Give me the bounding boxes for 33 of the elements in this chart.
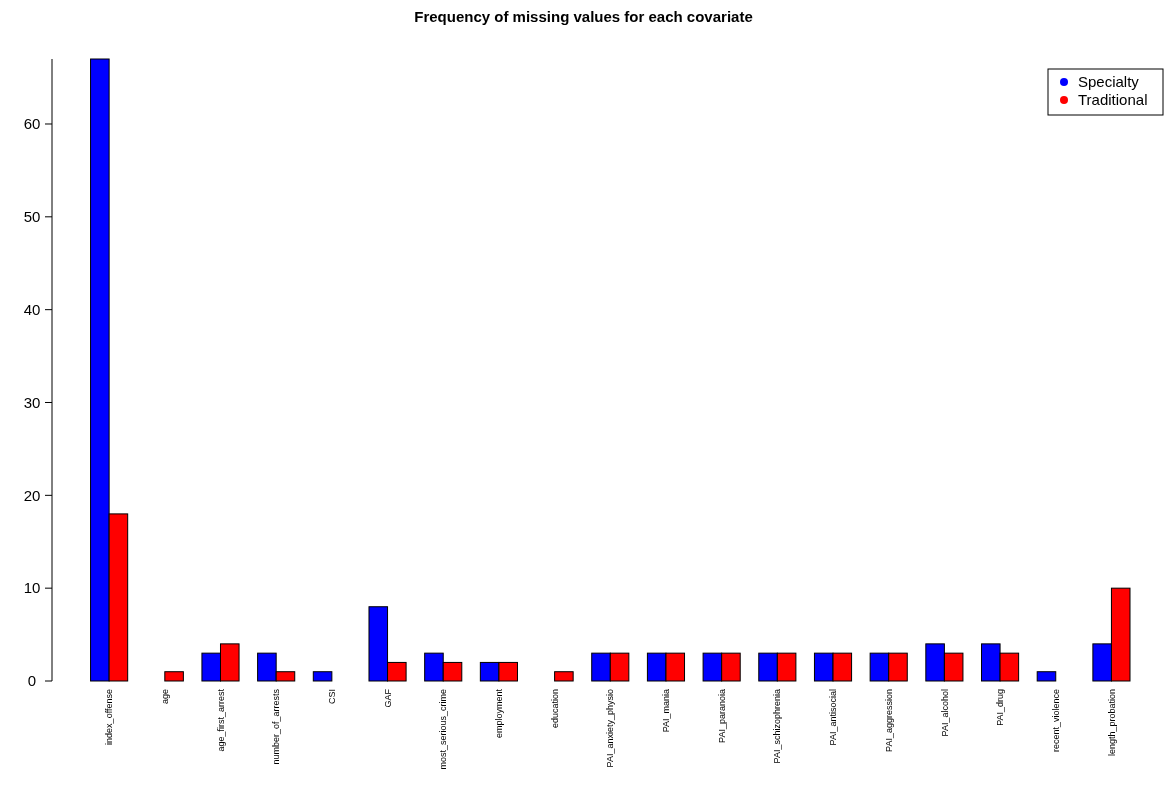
y-tick-label: 30 xyxy=(23,393,41,411)
x-tick-label: most_serious_crime xyxy=(438,689,449,770)
x-tick-label: PAI_alcohol xyxy=(939,689,950,737)
x-tick-label: PAI_mania xyxy=(661,689,672,733)
x-tick-label: PAI_paranoia xyxy=(716,689,727,743)
x-tick-label: CSI xyxy=(327,689,338,705)
x-tick-label: number_of_arrests xyxy=(271,688,282,765)
y-tick-label: 60 xyxy=(23,115,41,133)
x-tick-label: length_probation xyxy=(1106,689,1117,757)
y-tick-label: 0 xyxy=(27,672,37,690)
x-tick-label: education xyxy=(549,689,560,729)
y-tick-label: 40 xyxy=(23,300,41,318)
bar xyxy=(1036,671,1057,682)
bar xyxy=(164,671,184,682)
y-tick-label: 10 xyxy=(23,579,41,597)
bar xyxy=(312,671,333,682)
x-tick-label: PAI_drug xyxy=(995,689,1006,726)
legend-label: Specialty xyxy=(1078,73,1140,91)
y-tick-label: 20 xyxy=(23,486,41,504)
bar xyxy=(554,671,574,682)
chart-title: Frequency of missing values for each covariate xyxy=(414,8,753,25)
legend-label: Traditional xyxy=(1078,91,1148,109)
x-tick-label: age_first_arrest xyxy=(215,688,226,752)
x-tick-label: age xyxy=(159,689,170,705)
y-tick-label: 50 xyxy=(23,208,41,226)
x-tick-label: employment xyxy=(494,688,505,739)
x-tick-label: PAI_antisocial xyxy=(828,689,839,746)
x-tick-label: PAI_schizophrenia xyxy=(772,689,783,764)
x-tick-label: PAI_aggression xyxy=(883,689,894,752)
x-tick-label: PAI_anxiety_physio xyxy=(605,689,616,768)
x-tick-label: recent_violence xyxy=(1050,689,1061,753)
x-tick-label: GAF xyxy=(382,688,393,708)
x-tick-label: index_offense xyxy=(104,689,115,745)
